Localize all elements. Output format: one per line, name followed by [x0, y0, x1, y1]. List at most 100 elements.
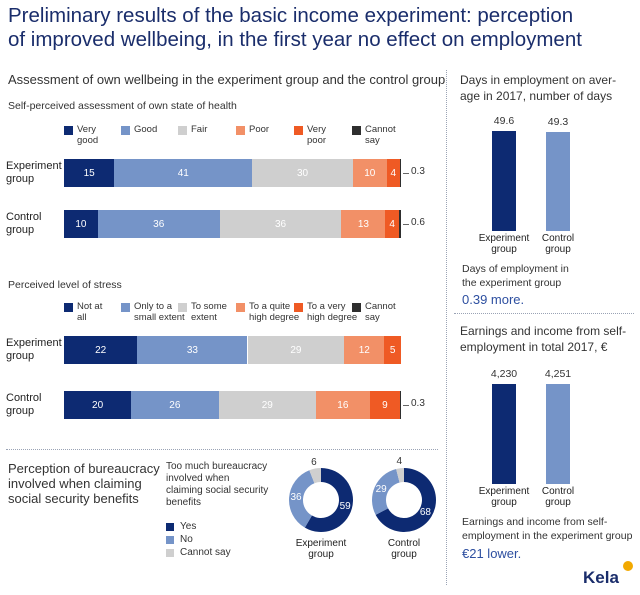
legend-item: To some extent [178, 301, 250, 325]
bar-value: 4,230 [490, 368, 518, 381]
kela-logo-mark [623, 561, 633, 571]
earnings-title: Earnings and income from self- employmen… [460, 324, 627, 354]
legend-label: Cannot say [180, 547, 231, 558]
slice-value: 4 [396, 456, 403, 468]
legend-item: Cannot say [352, 301, 424, 325]
legend-swatch [178, 126, 187, 135]
legend-item: Cannot say [352, 124, 424, 148]
leader-line [403, 224, 409, 225]
bar-segment: 9 [369, 391, 400, 419]
kela-logo: Kela [583, 568, 619, 587]
page-title: Preliminary results of the basic income … [8, 4, 582, 51]
bar-value: 4,251 [544, 368, 572, 380]
bar-segment: 36 [97, 210, 220, 238]
legend-swatch [121, 126, 130, 135]
bar-segment: 26 [131, 391, 219, 419]
segment-value: 36 [153, 218, 165, 230]
segment-value: 9 [382, 399, 388, 411]
days-note: Days of employment in the experiment gro… [462, 263, 569, 289]
bar-segment: 4 [386, 159, 400, 187]
stacked-bar: 20 26 29 16 9 [64, 391, 401, 419]
segment-value: 16 [337, 399, 349, 411]
segment-value: 5 [389, 344, 396, 356]
legend-label: Fair [191, 124, 208, 135]
earnings-note: Earnings and income from self- employmen… [462, 516, 633, 542]
left-divider [6, 449, 438, 450]
donut-group-label: Control group [387, 538, 421, 560]
legend-swatch [236, 303, 245, 312]
segment-value: 15 [83, 167, 95, 179]
segment-value: 29 [290, 344, 302, 356]
legend-label: Cannot say [365, 124, 396, 146]
segment-value: 10 [364, 167, 376, 179]
legend-item: Only to a small extent [121, 301, 193, 325]
segment-value: 33 [186, 344, 198, 356]
bar-category: Control group [541, 486, 575, 508]
bar-segment: 10 [64, 210, 98, 238]
slice-value: 68 [419, 506, 431, 518]
segment-value: 10 [75, 218, 87, 230]
outside-value: 0.3 [411, 398, 425, 409]
row-label: Control group [6, 211, 42, 236]
vertical-divider [446, 70, 447, 585]
segment-value: 29 [261, 399, 273, 411]
legend-label: Not at all [77, 301, 103, 323]
row-label: Control group [6, 392, 42, 417]
donut-chart [289, 468, 353, 532]
legend-label: To a quite high degree [249, 301, 300, 323]
slice-value: 6 [311, 456, 317, 468]
legend-item: Not at all [64, 301, 136, 325]
bar-segment: 4 [385, 210, 399, 238]
bar-segment: 33 [137, 336, 248, 364]
donut-slice [304, 468, 353, 532]
donut-slice [372, 468, 400, 515]
leader-line [403, 405, 409, 406]
legend-item: To a very high degree [294, 301, 366, 325]
segment-value: 22 [95, 344, 107, 356]
segment-value: 26 [169, 399, 181, 411]
legend-swatch [236, 126, 245, 135]
legend-label: To some extent [191, 301, 227, 323]
outside-value: 0.3 [411, 166, 425, 177]
bar-category: Control group [541, 233, 575, 255]
legend-item: Poor [236, 124, 308, 148]
bar-category: Experiment group [478, 486, 530, 508]
bar-segment: 13 [341, 210, 386, 238]
row-label: Experiment group [6, 337, 62, 362]
bar-segment [399, 159, 401, 187]
legend-item: Very poor [294, 124, 366, 148]
legend-label: Very good [77, 124, 99, 146]
earnings-highlight: €21 lower. [462, 546, 522, 561]
bar-value: 49.6 [493, 115, 515, 127]
legend-swatch [352, 126, 361, 135]
slice-value: 29 [375, 483, 387, 495]
legend-item: Very good [64, 124, 136, 148]
health-subtitle: Self-perceived assessment of own state o… [8, 100, 237, 112]
bar-value: 49.3 [547, 115, 569, 128]
legend-swatch [352, 303, 361, 312]
days-highlight: 0.39 more. [462, 292, 525, 307]
bureaucracy-question: Too much bureaucracy involved when claim… [166, 461, 269, 508]
legend-swatch [166, 523, 174, 531]
stacked-bar: 10 36 36 13 4 [64, 210, 401, 238]
segment-value: 20 [92, 399, 104, 411]
legend-swatch [178, 303, 187, 312]
legend-item: Fair [178, 124, 250, 148]
bar-segment: 10 [352, 159, 387, 187]
legend-label: Good [134, 124, 158, 135]
bar-segment: 30 [252, 159, 353, 187]
legend-label: Very poor [307, 124, 327, 146]
legend-item: Good [121, 124, 193, 148]
legend-label: Only to a small extent [134, 301, 185, 323]
donut-slice [309, 468, 321, 484]
bar-segment: 29 [247, 336, 345, 364]
bar-segment: 12 [344, 336, 385, 364]
legend-swatch [64, 303, 73, 312]
legend-label: Cannot say [365, 301, 396, 323]
donut-slice [289, 470, 315, 528]
segment-value: 36 [274, 218, 287, 230]
bar-segment: 36 [219, 210, 342, 238]
bar-segment: 5 [384, 336, 401, 364]
legend-item: To a quite high degree [236, 301, 308, 325]
bar-segment: 16 [315, 391, 370, 419]
